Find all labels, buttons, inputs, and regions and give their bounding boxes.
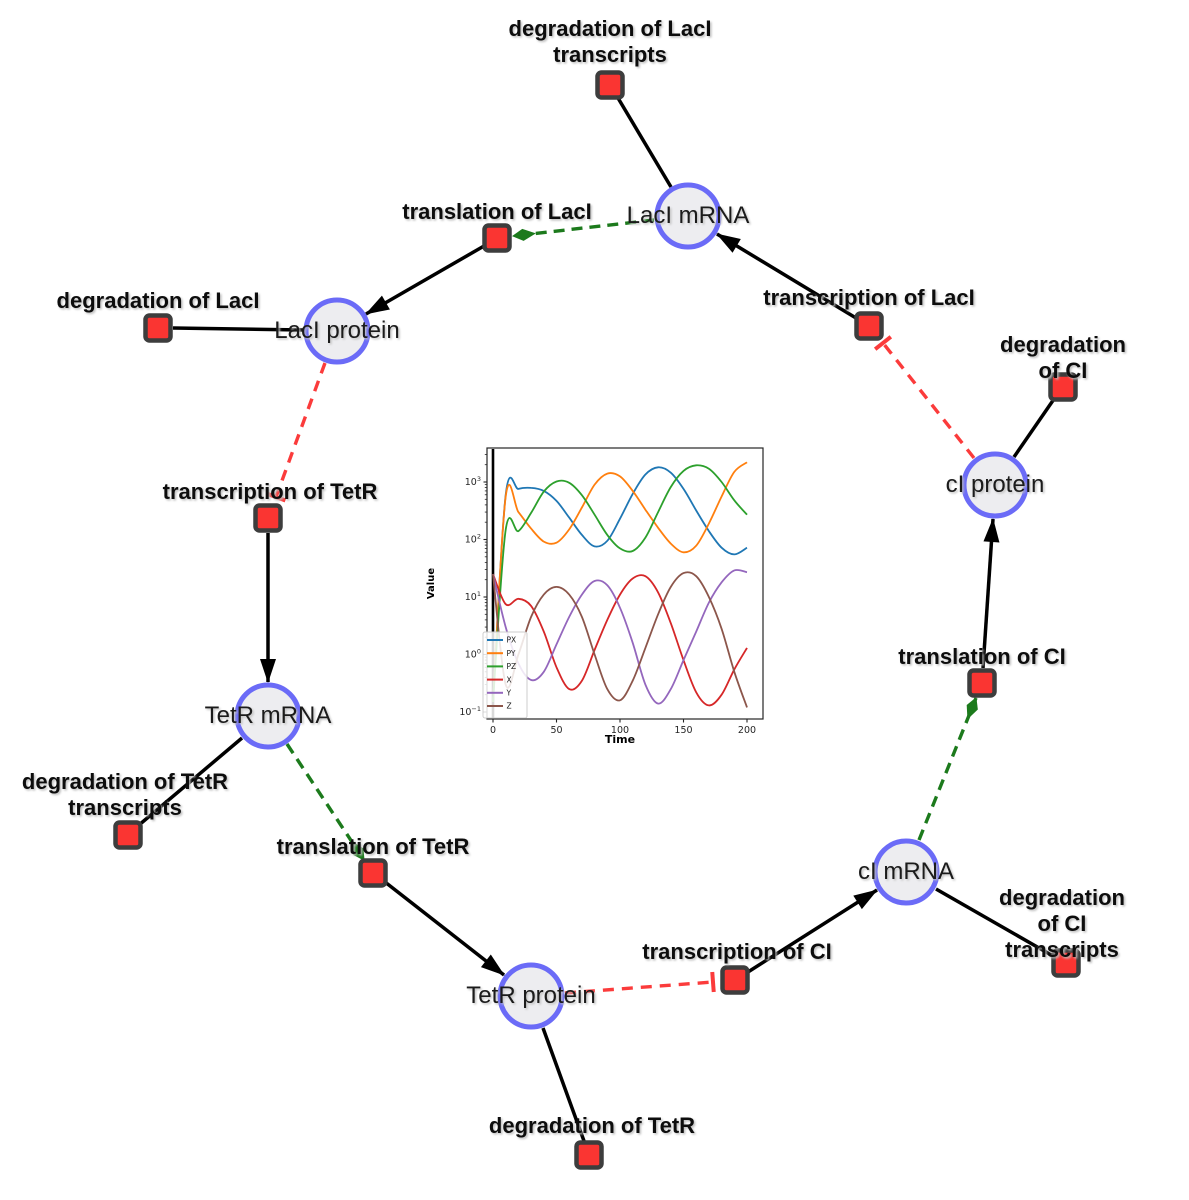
- edge-tetr-protein-inhibits-transcription-ci: [564, 971, 716, 995]
- edge-laci-mrna-to-degradation-transcripts: [616, 97, 673, 188]
- y-axis-label: Value: [426, 568, 437, 599]
- series-line-PZ: [492, 464, 748, 702]
- species-node-ci-mrna[interactable]: [872, 838, 940, 906]
- reaction-node-transcription-tetr[interactable]: [253, 503, 283, 533]
- series-line-Z: [492, 571, 748, 708]
- x-tick-label: 0: [490, 725, 496, 736]
- reaction-label-transcription-tetr: transcription of TetR: [162, 479, 378, 504]
- edge-ci-protein-to-degradation: [1012, 398, 1056, 458]
- legend-label-PY: PY: [507, 649, 516, 658]
- legend-label-PX: PX: [507, 636, 517, 645]
- reaction-label-degradation-tetr-transcripts: degradation of TetR transcripts: [21, 769, 229, 820]
- x-tick-label: 100: [611, 725, 629, 736]
- reaction-node-degradation-tetr-transcripts[interactable]: [113, 820, 143, 850]
- species-label-tetr-mrna: TetR mRNA: [204, 702, 332, 729]
- species-node-laci-protein[interactable]: [303, 297, 371, 365]
- legend-label-Y: Y: [506, 689, 512, 698]
- reaction-node-degradation-laci[interactable]: [143, 313, 173, 343]
- reaction-label-translation-laci: translation of LacI: [402, 199, 592, 224]
- edge-laci-protein-to-degradation: [172, 326, 304, 332]
- edge-tetr-protein-to-degradation: [541, 1027, 586, 1142]
- y-tick-label: 103: [465, 475, 481, 488]
- edge-laci-protein-inhibits-transcription-tetr: [265, 362, 327, 503]
- edge-ci-mrna-to-degradation-transcripts: [935, 887, 1054, 958]
- edge-tetr-mrna-to-translation: [285, 743, 366, 861]
- edge-translation-laci-to-laci-protein: [365, 244, 485, 316]
- y-tick-label: 101: [465, 590, 481, 603]
- legend: PX PY PZ XYZ: [482, 631, 528, 719]
- reaction-label-translation-tetr: translation of TetR: [276, 834, 470, 859]
- reaction-label-transcription-laci: transcription of LacI: [763, 285, 975, 310]
- y-tick-label: 100: [465, 648, 481, 661]
- reaction-node-degradation-laci-transcripts[interactable]: [595, 70, 625, 100]
- reaction-node-degradation-tetr[interactable]: [574, 1140, 604, 1170]
- edge-tetr-mrna-to-degradation-transcripts: [137, 736, 244, 827]
- reaction-node-degradation-ci[interactable]: [1048, 372, 1078, 402]
- species-node-tetr-protein[interactable]: [497, 962, 565, 1030]
- x-tick-label: 150: [674, 725, 692, 736]
- reaction-label-degradation-laci-transcripts: degradation of LacI transcripts: [508, 16, 712, 67]
- edge-laci-mrna-to-translation: [512, 218, 655, 241]
- x-tick-label: 50: [550, 725, 562, 736]
- reaction-node-translation-laci[interactable]: [482, 223, 512, 253]
- x-axis-label: Time: [605, 733, 635, 746]
- edge-ci-protein-inhibits-transcription-laci: [873, 335, 976, 460]
- reaction-label-degradation-laci: degradation of LacI: [56, 288, 260, 313]
- plot-frame: [486, 447, 764, 720]
- edge-ci-mrna-to-translation: [917, 697, 978, 841]
- legend-label-Z: Z: [507, 702, 512, 711]
- species-label-tetr-protein: TetR protein: [466, 982, 596, 1009]
- series-line-PX: [492, 466, 748, 702]
- series-line-Y: [492, 569, 748, 705]
- reaction-node-transcription-laci[interactable]: [854, 311, 884, 341]
- species-label-laci-protein: LacI protein: [274, 317, 400, 344]
- reaction-node-transcription-ci[interactable]: [720, 965, 750, 995]
- time-series-plot-svg: 0 50 100 150 200 103 102 101 100 10−1 PX PY PZ XYZ Tim…: [426, 447, 764, 746]
- y-tick-label: 102: [465, 533, 481, 546]
- species-node-ci-protein[interactable]: [961, 451, 1029, 519]
- edge-transcription-ci-to-ci-mrna: [747, 888, 878, 974]
- y-tick-label: 10−1: [459, 705, 481, 718]
- species-label-ci-mrna: cI mRNA: [858, 858, 954, 885]
- reaction-label-degradation-ci: degradation of CI: [1000, 332, 1126, 383]
- species-label-laci-mrna: LacI mRNA: [626, 202, 750, 229]
- species-label-ci-protein: cI protein: [945, 471, 1045, 498]
- edge-translation-tetr-to-tetr-protein: [383, 880, 506, 977]
- reaction-label-translation-ci: translation of CI: [898, 644, 1066, 669]
- species-node-laci-mrna[interactable]: [654, 182, 722, 250]
- reaction-node-translation-tetr[interactable]: [358, 858, 388, 888]
- reaction-node-translation-ci[interactable]: [967, 668, 997, 698]
- legend-label-PZ: PZ: [507, 662, 517, 671]
- series-line-PY: [492, 461, 748, 702]
- legend-label-X: X: [507, 675, 512, 684]
- reaction-label-degradation-ci-transcripts: degradation of CI transcripts: [999, 885, 1125, 962]
- reaction-node-degradation-ci-transcripts[interactable]: [1051, 948, 1081, 978]
- reaction-label-degradation-tetr: degradation of TetR: [488, 1113, 696, 1138]
- species-node-tetr-mrna[interactable]: [234, 682, 302, 750]
- time-series-plot: 0 50 100 150 200 103 102 101 100 10−1 PX PY PZ X Y Z Tim…: [425, 433, 780, 765]
- reaction-label-transcription-ci: transcription of CI: [642, 939, 832, 964]
- x-tick-label: 200: [738, 725, 756, 736]
- edge-transcription-laci-to-laci-mrna: [716, 232, 857, 320]
- series-line-X: [492, 573, 748, 707]
- edge-translation-ci-to-ci-protein: [981, 518, 1000, 669]
